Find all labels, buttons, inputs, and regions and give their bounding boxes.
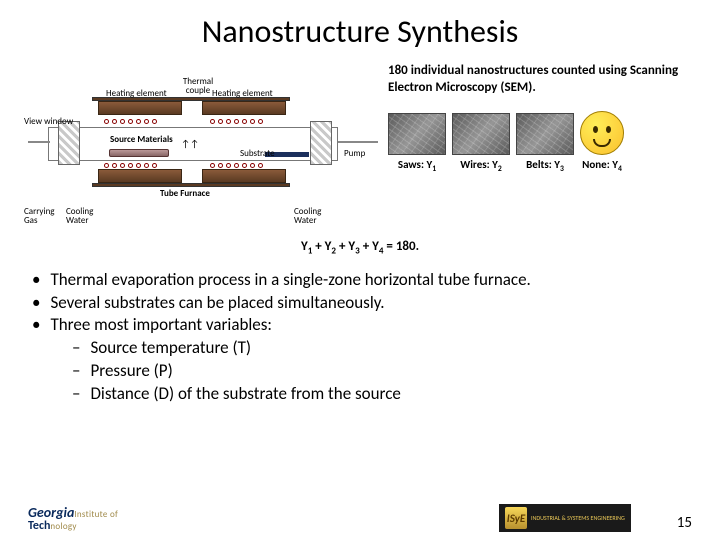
- label-saws: Saws: Y1: [388, 158, 446, 174]
- sub-bullet-2: Pressure (P): [28, 360, 692, 383]
- sem-image-saws: [388, 113, 446, 155]
- label-view-window: View window: [24, 117, 73, 126]
- sem-images: [388, 111, 692, 155]
- label-belts: Belts: Y3: [516, 158, 574, 174]
- equation: Y1 + Y2 + Y3 + Y4 = 180.: [28, 239, 692, 257]
- bullet-2: Several substrates can be placed simulta…: [28, 292, 692, 315]
- smiley-icon: [580, 111, 624, 155]
- sub-bullet-3: Distance (D) of the substrate from the s…: [28, 383, 692, 406]
- label-carrying-gas: Carrying Gas: [24, 207, 64, 225]
- furnace-diagram: ↑↑ Heating element Heating element Therm…: [28, 59, 378, 229]
- label-none: None: Y4: [580, 158, 624, 174]
- label-wires: Wires: Y2: [452, 158, 510, 174]
- sem-caption: 180 individual nanostructures counted us…: [388, 63, 692, 97]
- label-thermal-couple: Thermal couple: [178, 77, 218, 95]
- label-tube-furnace: Tube Furnace: [160, 189, 210, 198]
- label-source-materials: Source Materials: [110, 135, 173, 144]
- label-cooling-right: Cooling Water: [294, 207, 330, 225]
- bullet-list: Thermal evaporation process in a single-…: [28, 269, 692, 407]
- sub-bullet-1: Source temperature (T): [28, 337, 692, 360]
- sem-image-wires: [452, 113, 510, 155]
- page-number: 15: [677, 514, 692, 532]
- sem-image-belts: [516, 113, 574, 155]
- georgia-tech-logo: GeorgiaInstitute of Technology: [28, 506, 118, 532]
- label-substrate: Substrate: [240, 149, 275, 158]
- slide-title: Nanostructure Synthesis: [28, 12, 692, 51]
- label-heating-left: Heating element: [106, 89, 167, 98]
- bullet-1: Thermal evaporation process in a single-…: [28, 269, 692, 292]
- isye-logo: ISyE INDUSTRIAL & SYSTEMS ENGINEERING: [499, 504, 631, 532]
- label-cooling-left: Cooling Water: [66, 207, 102, 225]
- label-heating-right: Heating element: [212, 89, 273, 98]
- label-pump: Pump: [344, 149, 365, 158]
- bullet-3: Three most important variables:: [28, 314, 692, 337]
